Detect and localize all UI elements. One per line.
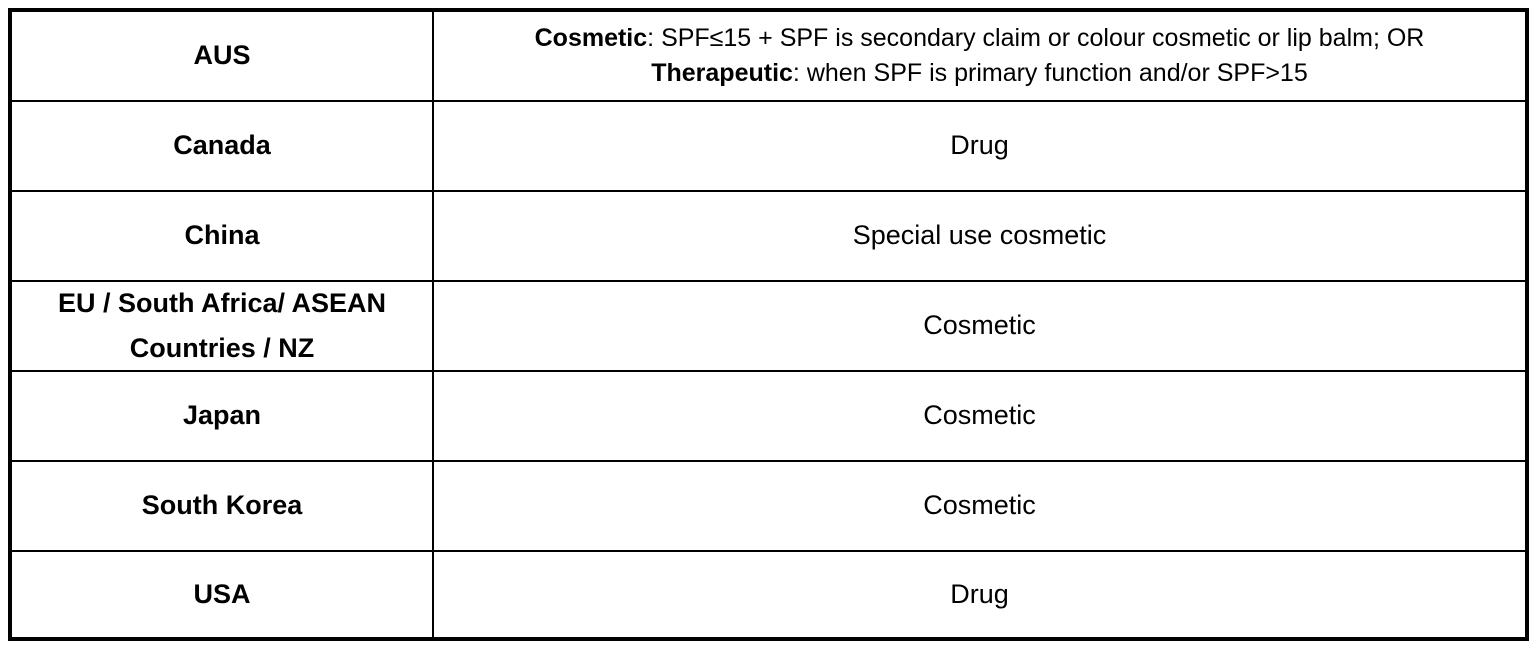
region-line: EU / South Africa/ ASEAN <box>57 288 387 319</box>
table-row-aus: AUS Cosmetic: SPF≤15 + SPF is secondary … <box>12 12 1525 100</box>
table-row-south-korea: South Korea Cosmetic <box>12 460 1525 550</box>
classification-line: Cosmetic: SPF≤15 + SPF is secondary clai… <box>535 21 1425 56</box>
regulatory-classification-table: AUS Cosmetic: SPF≤15 + SPF is secondary … <box>8 8 1529 641</box>
table-row-china: China Special use cosmetic <box>12 190 1525 280</box>
classification-detail: : when SPF is primary function and/or SP… <box>792 59 1308 87</box>
classification-cell: Cosmetic: SPF≤15 + SPF is secondary clai… <box>434 12 1525 100</box>
table-row-usa: USA Drug <box>12 550 1525 637</box>
classification-cell: Cosmetic <box>923 310 1036 341</box>
region-cell: USA <box>12 552 434 637</box>
classification-detail: : SPF≤15 + SPF is secondary claim or col… <box>647 24 1425 52</box>
region-cell: AUS <box>12 12 434 100</box>
region-cell: Canada <box>12 102 434 190</box>
classification-cell: Cosmetic <box>923 490 1036 521</box>
classification-term: Therapeutic <box>651 59 793 87</box>
region-cell: EU / South Africa/ ASEAN Countries / NZ <box>12 282 434 370</box>
classification-cell: Special use cosmetic <box>852 220 1107 251</box>
classification-line: Therapeutic: when SPF is primary functio… <box>535 56 1425 91</box>
classification-term: Cosmetic <box>534 24 648 52</box>
classification-cell: Drug <box>950 130 1009 161</box>
table-row-canada: Canada Drug <box>12 100 1525 190</box>
region-cell: Japan <box>12 372 434 460</box>
region-cell: China <box>12 192 434 280</box>
region-line: Countries / NZ <box>129 333 315 363</box>
classification-cell: Cosmetic <box>923 400 1036 431</box>
table-row-eu-sa-asean-nz: EU / South Africa/ ASEAN Countries / NZ C… <box>12 280 1525 370</box>
table-row-japan: Japan Cosmetic <box>12 370 1525 460</box>
region-cell: South Korea <box>12 462 434 550</box>
classification-cell: Drug <box>950 578 1009 609</box>
